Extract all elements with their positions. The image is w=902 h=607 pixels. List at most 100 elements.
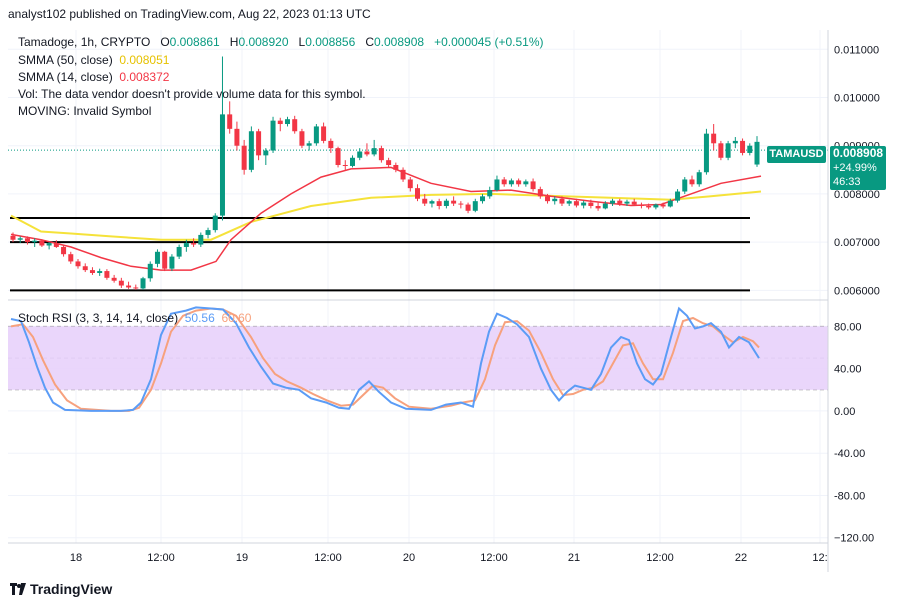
candle-body (75, 261, 81, 267)
candle-body (740, 140, 746, 153)
candle-body (595, 205, 601, 209)
candle-body (205, 230, 211, 235)
candle-body (624, 201, 630, 204)
stoch-tick-label: 0.00 (834, 406, 855, 418)
legend-smma14-row[interactable]: SMMA (14, close) 0.008372 (18, 70, 169, 84)
smma-50-line (10, 190, 762, 241)
candle-body (530, 181, 536, 190)
legend-vol-row[interactable]: Vol: The data vendor doesn't provide vol… (18, 87, 366, 101)
bar-countdown: 46:33 (833, 176, 861, 188)
tradingview-footer[interactable]: TradingView (10, 581, 112, 597)
price-tick-label: 0.010000 (834, 93, 880, 105)
stoch-tick-label: −120.00 (834, 533, 874, 545)
candle-body (241, 145, 247, 170)
candle-body (104, 271, 110, 278)
candle-body (284, 119, 290, 125)
candle-body (321, 126, 327, 141)
candle-body (581, 202, 587, 206)
time-tick-label: 12:00 (480, 552, 508, 564)
candle-body (516, 180, 522, 185)
candle-body (653, 204, 659, 208)
candle-body (552, 198, 558, 202)
ohlc-o-label: O (160, 35, 170, 49)
candle-body (451, 200, 457, 204)
candle-body (400, 169, 406, 180)
candle-body (126, 285, 132, 288)
candle-body (480, 196, 486, 202)
candle-body (140, 278, 146, 289)
stoch-label: Stoch RSI (3, 3, 14, 14, close) (18, 311, 179, 325)
smma50-value: 0.008051 (119, 53, 170, 67)
candle-body (602, 203, 608, 209)
candle-body (718, 143, 724, 158)
candle-body (407, 179, 413, 189)
moving-message: MOVING: Invalid Symbol (18, 104, 152, 118)
candle-body (508, 180, 514, 185)
stoch-axis[interactable]: 80.00 40.00 0.00 -40.00 -80.00 −120.00 (834, 321, 874, 544)
candle-body (162, 251, 168, 269)
candle-body (328, 140, 334, 149)
candle-body (559, 198, 565, 204)
time-axis[interactable]: 18 12:00 19 12:00 20 12:00 21 12:00 22 12: (70, 552, 828, 564)
candle-body (386, 160, 392, 165)
candle-body (631, 201, 637, 205)
candle-body (357, 151, 363, 158)
candle-body (501, 179, 507, 185)
candle-body (660, 204, 666, 207)
last-price-pct: +24.99% (833, 161, 877, 174)
candle-body (219, 114, 225, 216)
candle-body (747, 145, 753, 153)
candle-body (754, 141, 760, 165)
ohlc-open: 0.008861 (169, 35, 220, 49)
candle-body (436, 201, 442, 206)
candle-body (118, 280, 124, 286)
candle-body (646, 205, 652, 208)
price-tick-label: 0.008000 (834, 189, 880, 201)
ohlc-close: 0.008908 (373, 35, 425, 49)
candle-body (393, 165, 399, 170)
candle-body (588, 202, 594, 206)
vol-message: Vol: The data vendor doesn't provide vol… (18, 87, 366, 101)
candles (10, 56, 760, 290)
candle-body (617, 200, 623, 204)
candle-body (422, 198, 428, 204)
ohlc-high: 0.008920 (238, 35, 289, 49)
tradingview-brand: TradingView (30, 581, 113, 597)
legend-moving-row[interactable]: MOVING: Invalid Symbol (18, 104, 151, 118)
candle-body (378, 148, 384, 161)
candle-body (68, 254, 74, 262)
last-price-box: 0.008908 +24.99% 46:33 (830, 146, 886, 190)
candle-body (545, 196, 551, 202)
stoch-tick-label: 40.00 (834, 364, 862, 376)
candle-body (458, 203, 464, 205)
candle-body (227, 114, 233, 129)
candle-body (169, 256, 175, 269)
legend-smma50-row[interactable]: SMMA (50, close) 0.008051 (18, 53, 169, 67)
time-tick-label: 12: (812, 552, 827, 564)
time-tick-label: 19 (236, 552, 248, 564)
stoch-d-value: 60.60 (221, 311, 252, 325)
candle-body (675, 191, 681, 201)
smma14-value: 0.008372 (119, 70, 170, 84)
candle-body (573, 201, 579, 206)
time-tick-label: 12:00 (314, 552, 342, 564)
candle-body (176, 246, 182, 257)
candle-body (234, 128, 240, 146)
candle-body (147, 263, 153, 279)
legend-stoch-row[interactable]: Stoch RSI (3, 3, 14, 14, close) 50.56 60… (18, 311, 251, 325)
candle-body (212, 215, 218, 231)
candle-body (472, 201, 478, 211)
candle-body (725, 143, 731, 158)
last-price-value: 0.008908 (833, 146, 884, 160)
candle-body (10, 235, 16, 240)
price-tick-label: 0.006000 (834, 285, 880, 297)
candle-body (248, 131, 254, 170)
smma14-label: SMMA (14, close) (18, 70, 113, 84)
candle-body (183, 243, 189, 247)
legend-symbol[interactable]: Tamadoge, 1h, CRYPTO (18, 35, 151, 49)
stoch-tick-label: 80.00 (834, 321, 862, 333)
publisher-line: analyst102 published on TradingView.com,… (8, 7, 371, 21)
candle-body (306, 143, 312, 146)
candle-body (292, 119, 298, 132)
